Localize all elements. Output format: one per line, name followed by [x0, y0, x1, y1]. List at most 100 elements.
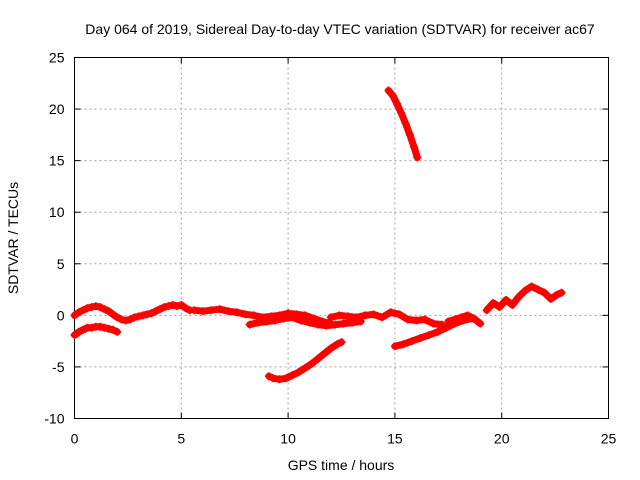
data-point: [96, 303, 105, 312]
x-tick-label: 25: [601, 431, 617, 447]
data-point: [388, 91, 397, 100]
data-point: [401, 119, 410, 128]
data-point: [395, 310, 404, 319]
data-point: [425, 330, 434, 339]
data-layer: [70, 86, 566, 384]
y-tick-label: -5: [52, 359, 65, 375]
data-point: [534, 285, 543, 294]
data-point: [249, 311, 258, 320]
data-point: [384, 86, 393, 95]
data-point: [450, 315, 459, 324]
data-point: [301, 363, 310, 372]
data-point: [164, 302, 173, 311]
data-point: [254, 318, 263, 327]
plot-frame: [74, 57, 609, 419]
data-point: [87, 323, 96, 332]
data-point: [489, 298, 498, 307]
data-point: [521, 286, 530, 295]
series-arc-main-3: [326, 308, 446, 329]
data-point: [288, 371, 297, 380]
data-point: [320, 349, 329, 358]
data-point: [232, 308, 241, 317]
y-tick-label: -10: [44, 411, 64, 427]
data-point: [281, 374, 290, 383]
data-point: [100, 323, 109, 332]
data-point: [126, 315, 135, 324]
data-point: [288, 313, 297, 322]
data-point: [378, 313, 387, 322]
data-point: [215, 305, 224, 314]
data-point: [410, 143, 419, 152]
data-point: [553, 290, 562, 299]
data-point: [442, 323, 451, 332]
x-axis-label: GPS time / hours: [288, 457, 395, 473]
data-point: [360, 311, 369, 320]
data-point: [121, 316, 130, 325]
x-tick-label: 15: [387, 431, 403, 447]
data-point: [104, 307, 113, 316]
data-point: [190, 306, 199, 315]
data-point: [331, 320, 340, 329]
data-point: [339, 319, 348, 328]
data-point: [160, 303, 169, 312]
data-point: [305, 318, 314, 327]
series-trace: [391, 315, 476, 350]
data-point: [177, 301, 186, 310]
ticks-layer: 0 5 10 15 20 25 -10 -5 0 5 10 15 20 25: [44, 50, 616, 447]
y-tick-label: 20: [49, 101, 65, 117]
data-point: [108, 325, 117, 334]
data-point: [275, 375, 284, 384]
data-point: [444, 317, 453, 326]
data-point: [412, 316, 421, 325]
data-point: [337, 338, 346, 347]
series-arc-main-1: [70, 301, 194, 325]
data-point: [469, 314, 478, 323]
data-point: [557, 288, 566, 297]
y-tick-label: 0: [57, 307, 65, 323]
data-point: [326, 313, 335, 322]
x-tick-label: 20: [494, 431, 510, 447]
data-point: [207, 306, 216, 315]
data-point: [429, 319, 438, 328]
data-point: [143, 310, 152, 319]
data-point: [495, 303, 504, 312]
data-point: [151, 307, 160, 316]
series-arc-low-start: [70, 322, 122, 339]
data-point: [91, 302, 100, 311]
series-arc-dip: [264, 338, 346, 384]
data-point: [269, 374, 278, 383]
series-arc-spike: [384, 86, 422, 162]
data-point: [307, 359, 316, 368]
data-point: [501, 295, 510, 304]
data-point: [314, 320, 323, 329]
data-point: [405, 130, 414, 139]
data-point: [70, 311, 79, 320]
data-point: [335, 311, 344, 320]
data-point: [271, 316, 280, 325]
data-point: [476, 319, 485, 328]
y-tick-label: 5: [57, 256, 65, 272]
data-point: [108, 310, 117, 319]
data-point: [155, 305, 164, 314]
data-point: [407, 337, 416, 346]
data-point: [463, 311, 472, 320]
y-tick-label: 15: [49, 153, 65, 169]
data-point: [138, 311, 147, 320]
data-point: [181, 304, 190, 313]
data-point: [416, 334, 425, 343]
x-tick-label: 0: [71, 431, 79, 447]
data-point: [397, 109, 406, 118]
data-point: [100, 305, 109, 314]
data-point: [294, 368, 303, 377]
data-point: [79, 306, 88, 315]
data-point: [113, 313, 122, 322]
data-point: [420, 315, 429, 324]
data-point: [343, 312, 352, 321]
data-point: [224, 307, 233, 316]
chart-title: Day 064 of 2019, Sidereal Day-to-day VTE…: [85, 21, 595, 37]
y-tick-label: 25: [49, 50, 65, 66]
y-axis-label: SDTVAR / TECUs: [5, 182, 21, 294]
data-point: [369, 310, 378, 319]
data-point: [198, 307, 207, 316]
data-point: [508, 301, 517, 310]
